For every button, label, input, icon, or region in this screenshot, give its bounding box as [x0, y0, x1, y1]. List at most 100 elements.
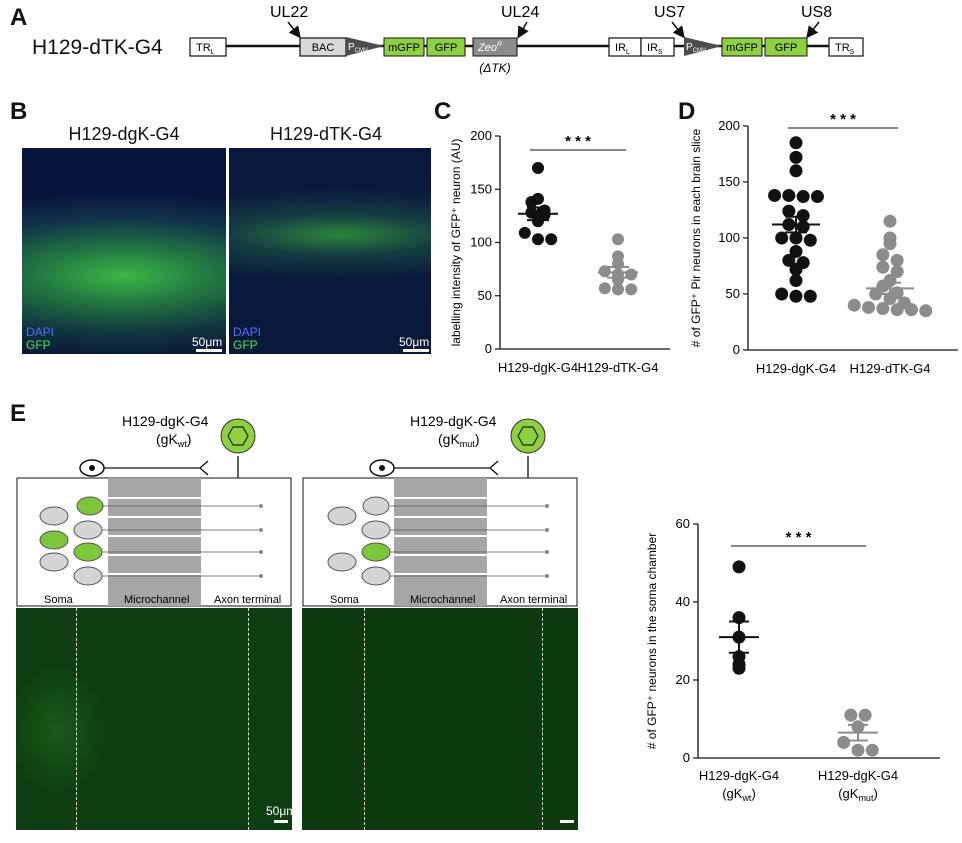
dtk-label: (ΔTK): [479, 61, 510, 75]
irl-label: IRL: [615, 42, 630, 56]
micrograph-title-left: H129-dgK-G4: [68, 124, 180, 144]
data-point: [919, 304, 933, 318]
panel-e-label: E: [10, 400, 27, 427]
data-point: [532, 161, 544, 174]
schematic-gkwt: H129-dgK-G4 (gKwt) Soma Microchannel Axo…: [16, 413, 292, 607]
data-point: [732, 661, 746, 675]
y-tick-label: 0: [485, 341, 492, 356]
soma-label-mut: Soma: [330, 594, 360, 606]
trs-box: [828, 37, 864, 57]
data-point: [883, 214, 897, 228]
trl-label: TRL: [196, 42, 215, 56]
scale-bar-right: [403, 349, 429, 352]
micrograph-dgk: DAPI GFP 50μm: [22, 148, 226, 354]
dapi-label-left: DAPI: [26, 325, 55, 339]
micrograph-dtk: DAPI GFP 50μm: [229, 148, 431, 354]
y-tick-label: 20: [676, 672, 690, 687]
data-point: [789, 136, 803, 150]
irs-label: IRS: [647, 42, 663, 56]
data-point: [858, 708, 872, 722]
y-axis-label: # of GFP⁺ neurons in the soma chamber: [645, 533, 659, 749]
data-point: [625, 283, 638, 296]
scale-bar-e-right: [560, 820, 574, 823]
panel-b-label: B: [10, 98, 28, 125]
virus-sub-wt: (gKwt): [156, 431, 191, 449]
us7-label: US7: [654, 4, 685, 21]
axon-terminal-label-wt: Axon terminal: [214, 594, 281, 606]
data-point: [789, 244, 803, 258]
data-point: [865, 743, 879, 757]
data-point: [775, 231, 789, 245]
data-point: [796, 220, 810, 234]
virus-icon-mut: [510, 418, 546, 454]
microchannel-label-wt: Microchannel: [124, 594, 189, 606]
data-point: [803, 289, 817, 303]
data-point: [851, 743, 865, 757]
scale-label-left: 50μm: [192, 335, 223, 349]
significance-stars: * * *: [786, 529, 812, 546]
panel-d-label: D: [678, 98, 696, 125]
gfp-label-1: GFP: [435, 42, 458, 54]
y-tick-label: 0: [683, 750, 690, 765]
data-point: [775, 287, 789, 301]
x-category-label: H129-dgK-G4: [818, 768, 898, 783]
construct-name: H129-dTK-G4: [32, 36, 163, 59]
gfp-box-1: [426, 37, 466, 57]
virus-label-wt: H129-dgK-G4: [122, 413, 209, 429]
x-category-label: H129-dgK-G4: [699, 768, 779, 783]
data-point: [862, 300, 876, 314]
data-point: [789, 231, 803, 245]
y-tick-label: 60: [676, 516, 690, 531]
fluorescence-image-gkwt: 50μm: [16, 608, 292, 830]
capsid-icon-wt: [227, 426, 249, 446]
data-point: [789, 289, 803, 303]
microchannel-block-mut: [394, 478, 487, 606]
y-tick-label: 200: [718, 118, 740, 133]
y-tick-label: 40: [676, 594, 690, 609]
y-tick-label: 0: [733, 342, 740, 357]
x-category-sublabel: (gKmut): [838, 786, 878, 803]
y-tick-label: 50: [726, 286, 740, 301]
panel-a-label: A: [10, 4, 28, 31]
soma-label-wt: Soma: [44, 594, 74, 606]
schematic-gkmut: H129-dgK-G4 (gKmut) Soma Microchannel Ax…: [302, 413, 578, 607]
y-tick-label: 50: [478, 288, 492, 303]
panel-c-label: C: [434, 98, 452, 125]
scale-label-e: 50μm: [266, 804, 292, 818]
mgfp-box-1: [383, 37, 425, 57]
data-point: [612, 283, 624, 296]
x-category-sublabel: (gKwt): [722, 786, 756, 803]
y-tick-label: 150: [470, 181, 492, 196]
pcmv-promoter-1: [346, 37, 384, 56]
virus-label-mut: H129-dgK-G4: [410, 413, 497, 429]
gfp-label-right: GFP: [233, 338, 258, 352]
chart-c: 0 50 100 150 200 labelling intensity of GFP⁺ …: [449, 128, 670, 375]
data-point: [525, 206, 538, 219]
trl-box: [189, 37, 227, 57]
dapi-label-right: DAPI: [233, 325, 262, 339]
data-point: [789, 262, 803, 276]
gfp-label-2: GFP: [775, 42, 798, 54]
axon-terminal-label-mut: Axon terminal: [500, 594, 567, 606]
data-point: [803, 233, 817, 247]
y-tick-label: 150: [718, 174, 740, 189]
data-point: [612, 233, 624, 246]
mgfp-label-1: mGFP: [388, 42, 420, 54]
data-point: [518, 226, 531, 239]
us8-label: US8: [801, 4, 832, 21]
fluorescence-image-gkmut: [302, 608, 578, 830]
data-point: [883, 237, 897, 251]
data-point: [844, 708, 858, 722]
significance-stars: * * *: [565, 133, 591, 150]
x-category-label: H129-dgK-G4: [498, 360, 578, 375]
chart-e: 0 20 40 60 # of GFP⁺ neurons in the soma cha…: [645, 516, 940, 803]
data-point: [598, 265, 611, 278]
data-point: [732, 560, 746, 574]
data-point: [847, 298, 861, 312]
data-point: [532, 215, 544, 228]
data-point: [883, 291, 897, 305]
data-point: [625, 268, 638, 281]
data-point: [525, 196, 538, 209]
pcmv-promoter-2: [684, 37, 722, 56]
ul24-arrow: [517, 21, 529, 39]
